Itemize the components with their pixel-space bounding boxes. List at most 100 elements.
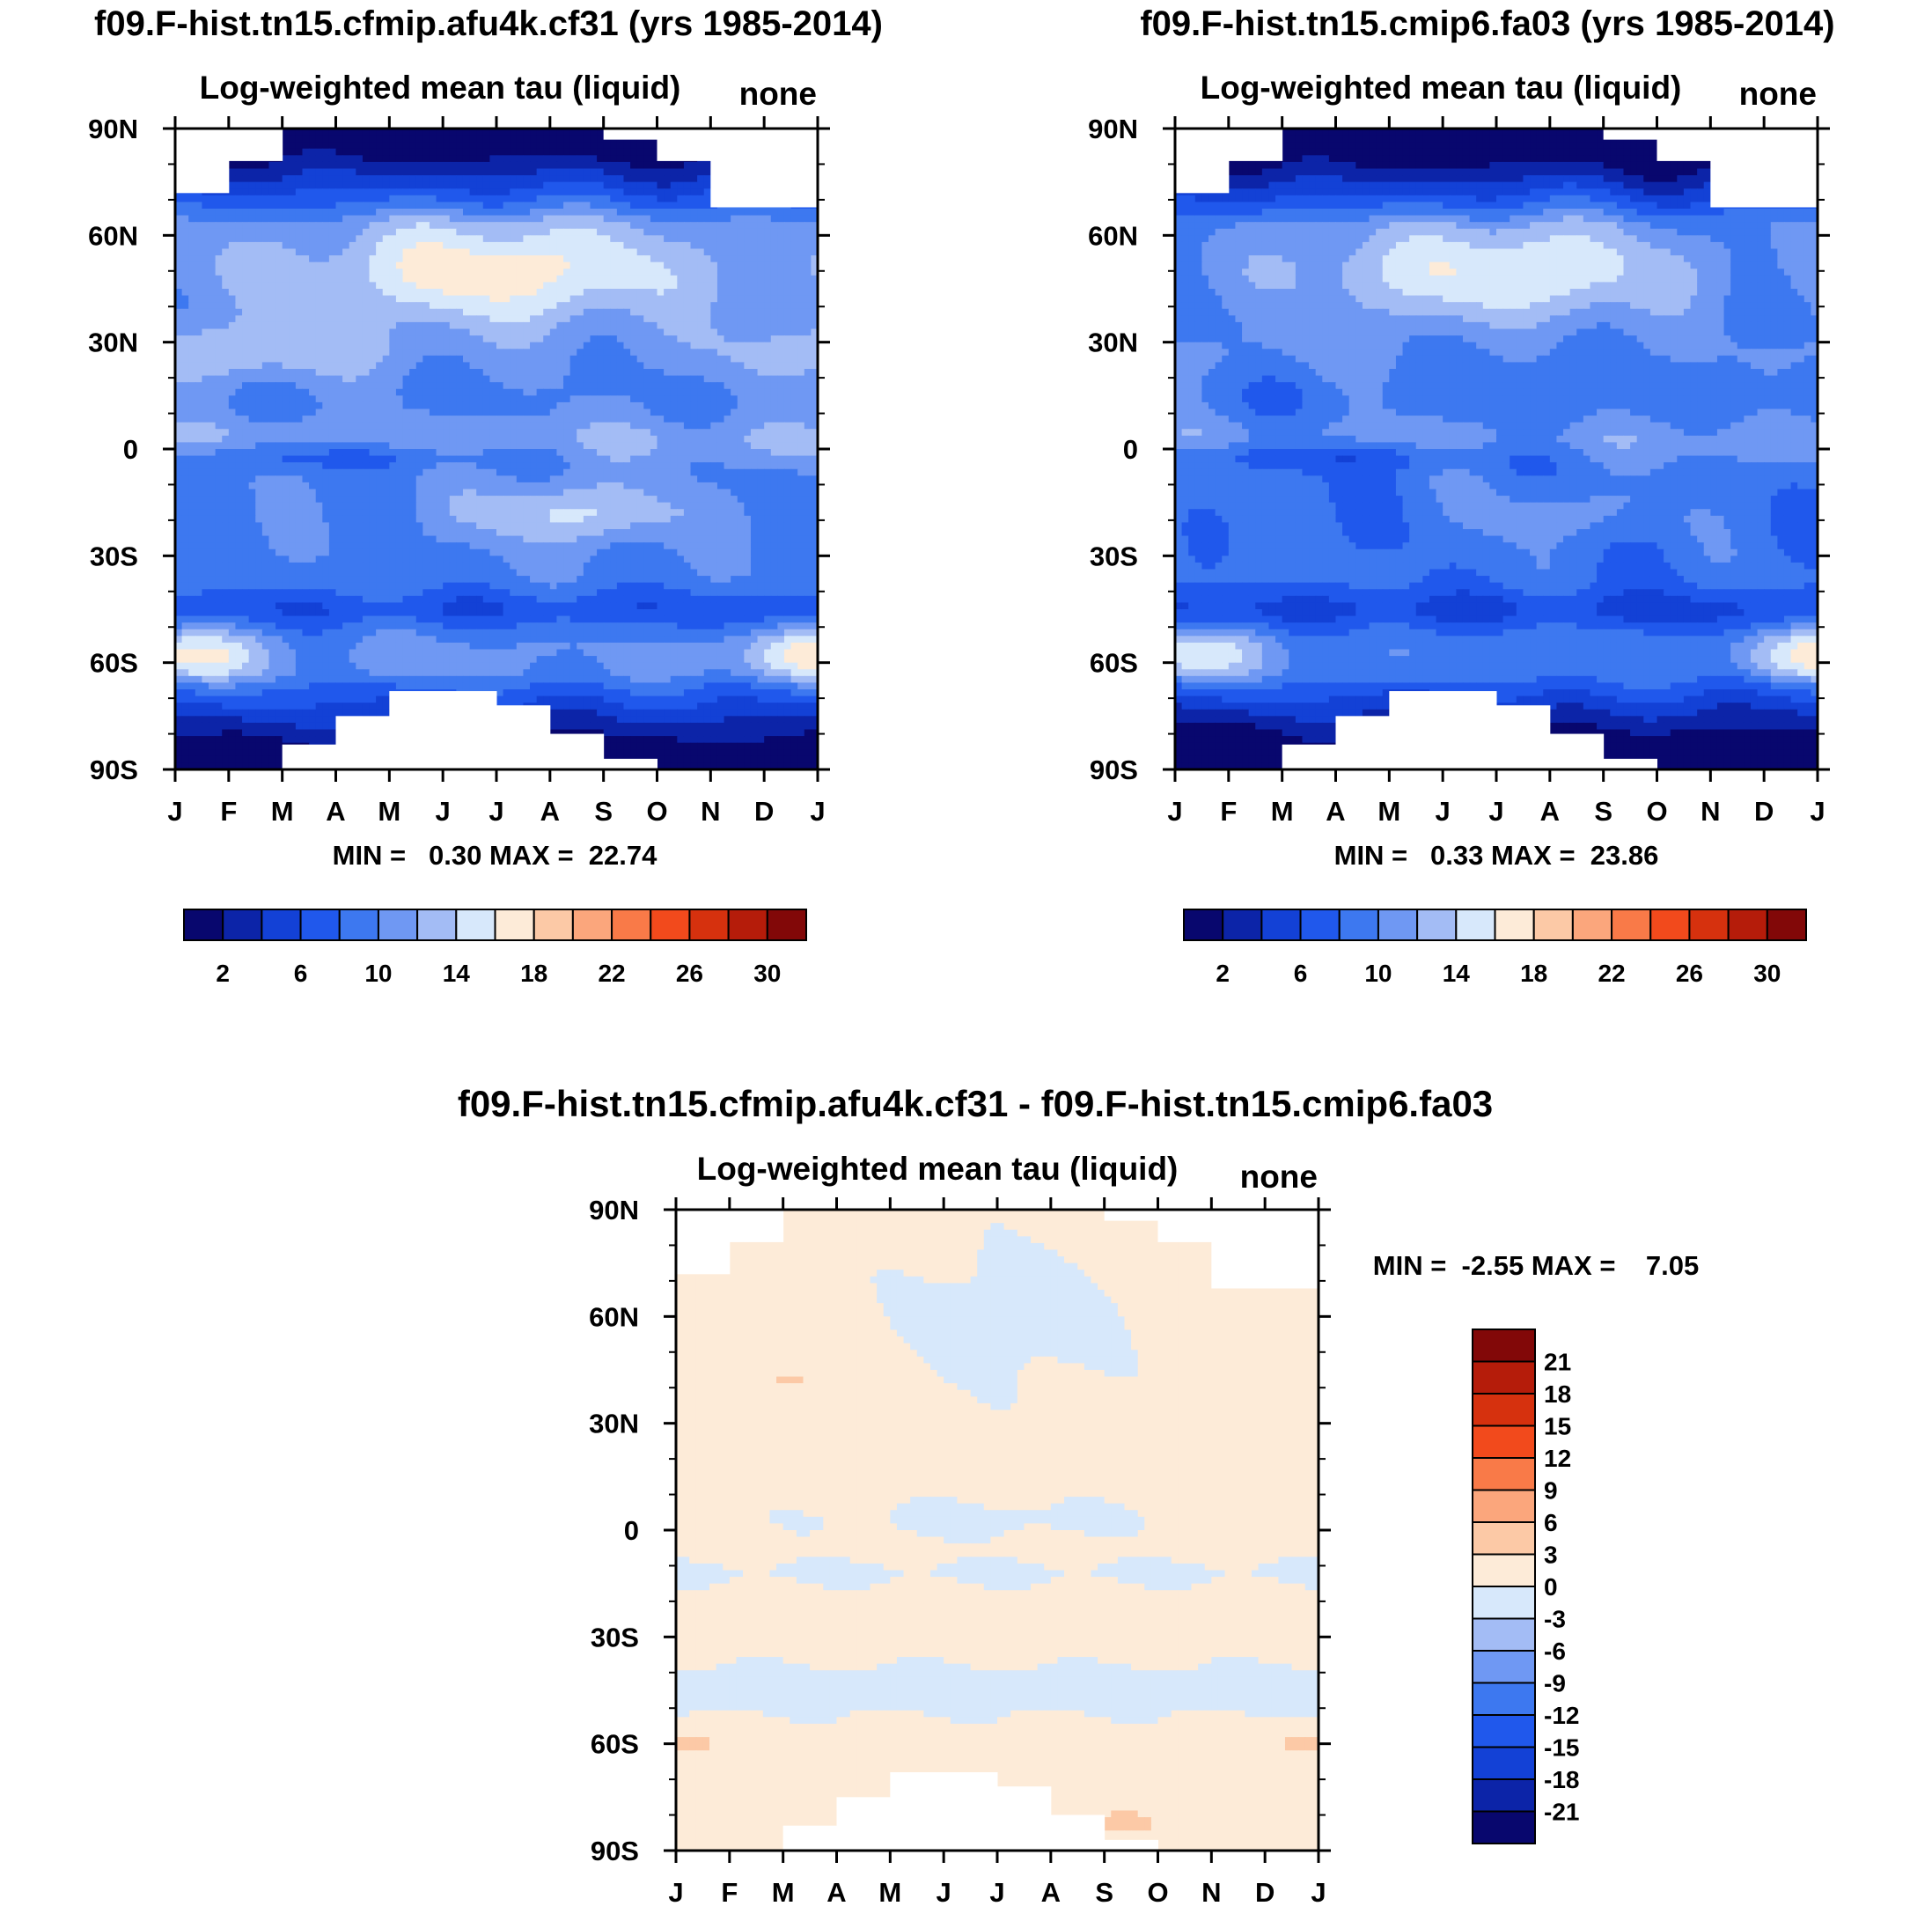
- contour-cell: [489, 362, 497, 370]
- contour-cell: [811, 295, 818, 303]
- contour-cell: [402, 315, 410, 323]
- contour-cell: [295, 129, 304, 136]
- contour-cell: [462, 328, 471, 336]
- contour-cell: [228, 369, 237, 377]
- panel-1: f09.F-hist.tn15.cfmip.afu4k.cf31 (yrs 19…: [88, 4, 883, 987]
- contour-cell: [643, 349, 651, 357]
- contour-cell: [577, 355, 584, 364]
- contour-cell: [409, 429, 417, 437]
- contour-cell: [209, 462, 217, 470]
- contour-cell: [757, 302, 765, 310]
- contour-cell: [282, 209, 290, 217]
- contour-cell: [777, 302, 785, 310]
- contour-cell: [222, 455, 230, 463]
- contour-cell: [422, 209, 430, 217]
- contour-cell: [496, 382, 504, 390]
- contour-cell: [382, 388, 390, 396]
- contour-cell: [402, 468, 410, 476]
- contour-cell: [248, 195, 256, 203]
- contour-cell: [415, 395, 423, 403]
- contour-cell: [670, 455, 678, 463]
- contour-cell: [268, 375, 276, 383]
- contour-cell: [289, 442, 297, 450]
- contour-cell: [202, 228, 209, 236]
- contour-cell: [482, 228, 490, 236]
- contour-cell: [569, 269, 577, 276]
- contour-cell: [510, 395, 518, 403]
- contour-cell: [389, 302, 397, 310]
- contour-cell: [449, 395, 457, 403]
- contour-cell: [731, 395, 738, 403]
- contour-cell: [248, 175, 256, 183]
- contour-cell: [603, 308, 611, 316]
- contour-cell: [510, 349, 518, 357]
- contour-cell: [195, 241, 203, 250]
- contour-cell: [737, 209, 745, 217]
- contour-cell: [664, 175, 672, 183]
- contour-cell: [716, 408, 725, 416]
- contour-cell: [261, 401, 270, 410]
- contour-cell: [650, 349, 658, 357]
- contour-cell: [376, 175, 384, 183]
- contour-cell: [209, 321, 217, 330]
- contour-cell: [797, 328, 805, 336]
- contour-cell: [650, 328, 658, 336]
- contour-cell: [636, 442, 644, 450]
- contour-cell: [657, 261, 665, 269]
- contour-cell: [302, 209, 310, 217]
- contour-cell: [757, 328, 765, 336]
- contour-cell: [335, 209, 343, 217]
- contour-cell: [268, 328, 276, 336]
- contour-cell: [235, 449, 243, 457]
- contour-cell: [496, 388, 504, 396]
- contour-cell: [569, 135, 577, 143]
- contour-cell: [610, 235, 618, 243]
- contour-cell: [556, 375, 564, 383]
- contour-cell: [376, 235, 384, 243]
- contour-cell: [181, 215, 189, 223]
- contour-cell: [175, 209, 183, 217]
- contour-cell: [510, 175, 518, 183]
- contour-cell: [456, 442, 464, 450]
- contour-cell: [636, 382, 644, 390]
- contour-cell: [643, 429, 651, 437]
- contour-cell: [530, 129, 538, 136]
- contour-cell: [248, 321, 256, 330]
- contour-cell: [516, 462, 525, 470]
- contour-cell: [597, 382, 605, 390]
- contour-cell: [777, 342, 785, 350]
- contour-cell: [603, 355, 611, 364]
- contour-cell: [563, 422, 571, 430]
- contour-cell: [703, 241, 711, 250]
- contour-cell: [610, 468, 618, 476]
- contour-cell: [683, 462, 692, 470]
- contour-cell: [683, 181, 692, 189]
- contour-cell: [268, 175, 276, 183]
- contour-cell: [443, 435, 451, 444]
- contour-cell: [783, 362, 792, 370]
- contour-cell: [222, 328, 230, 336]
- contour-cell: [590, 449, 598, 457]
- contour-cell: [590, 455, 598, 463]
- contour-cell: [342, 468, 350, 476]
- contour-cell: [409, 195, 417, 203]
- contour-cell: [449, 168, 457, 176]
- contour-cell: [549, 408, 558, 416]
- contour-cell: [362, 429, 371, 437]
- contour-cell: [181, 375, 189, 383]
- contour-cell: [242, 269, 250, 276]
- contour-cell: [469, 142, 477, 150]
- contour-cell: [623, 269, 631, 276]
- contour-cell: [395, 142, 404, 150]
- contour-cell: [569, 302, 577, 310]
- contour-cell: [181, 289, 189, 297]
- contour-cell: [530, 362, 538, 370]
- contour-cell: [275, 369, 283, 377]
- contour-cell: [523, 275, 531, 283]
- contour-cell: [382, 395, 390, 403]
- contour-cell: [657, 181, 665, 189]
- contour-cell: [710, 282, 718, 290]
- contour-cell: [402, 129, 410, 136]
- contour-cell: [670, 369, 678, 377]
- contour-cell: [797, 241, 805, 250]
